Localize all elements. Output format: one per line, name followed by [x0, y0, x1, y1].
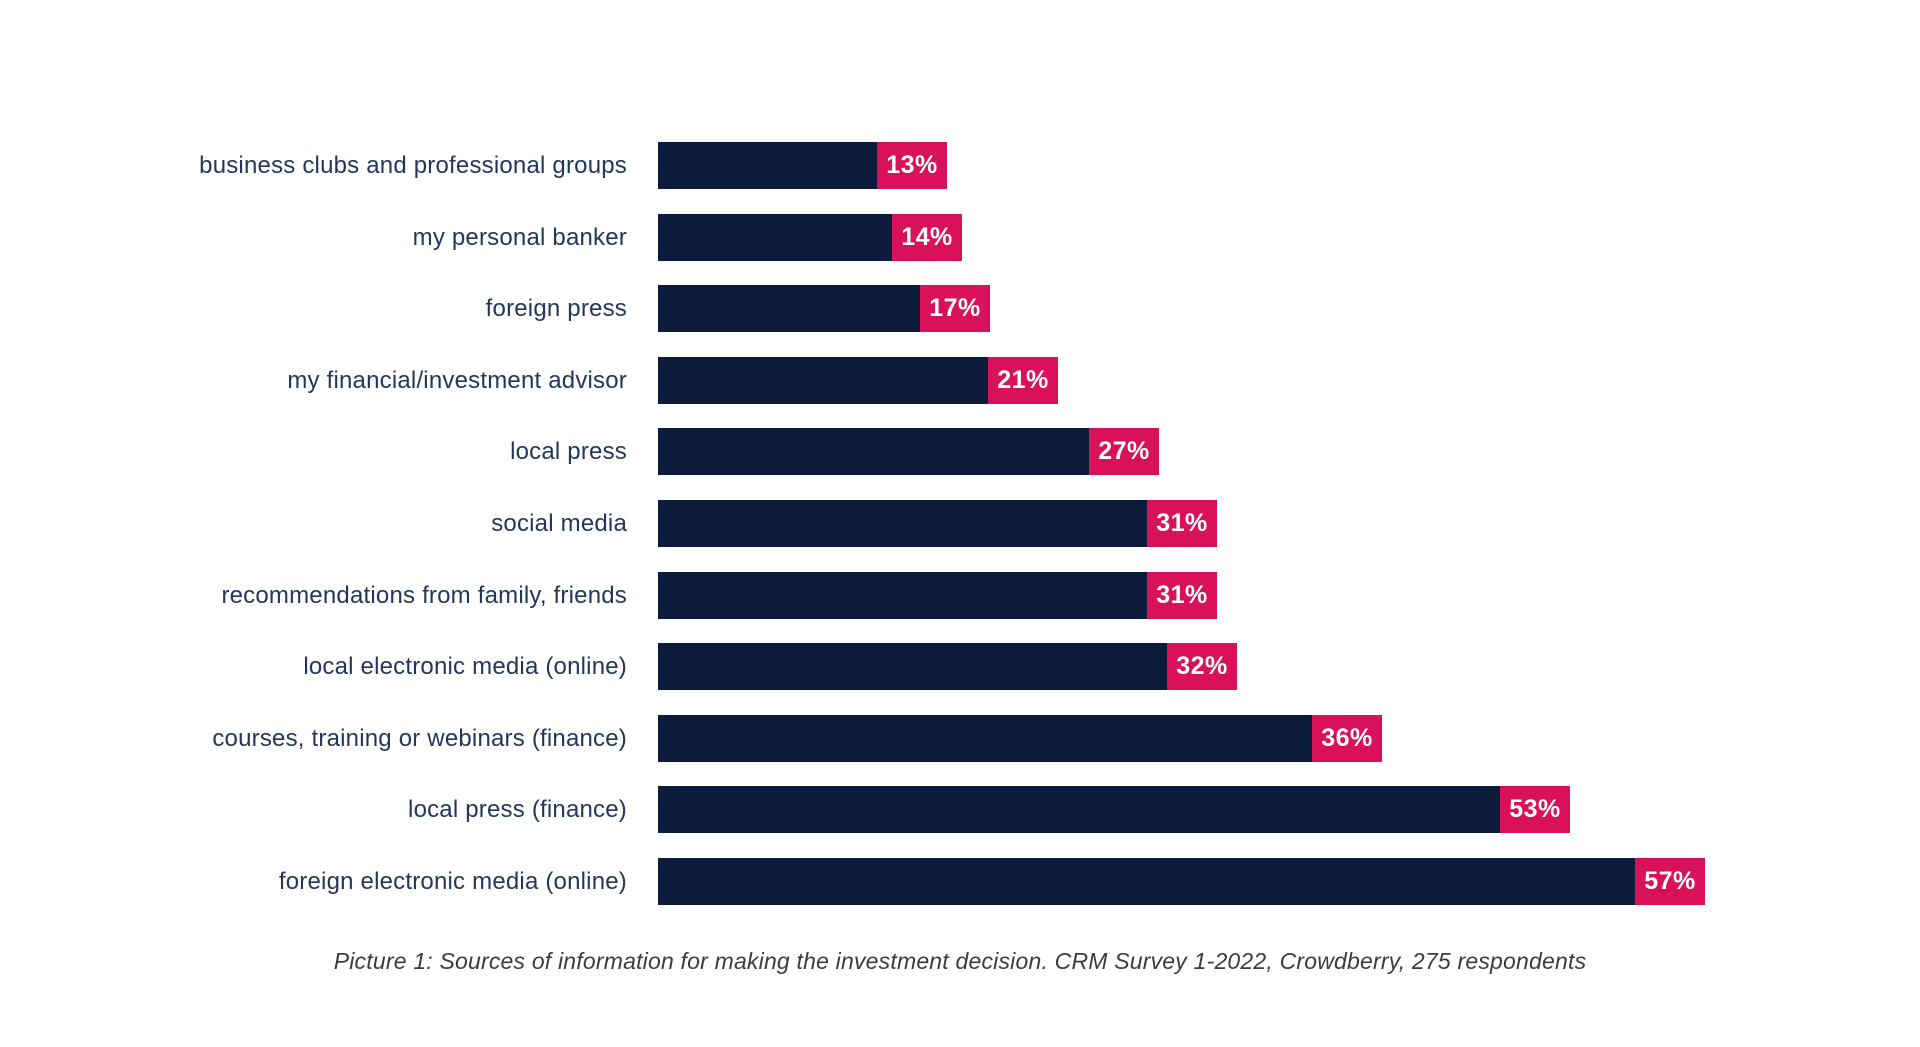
- category-label: local press (finance): [408, 796, 627, 824]
- bar: [658, 500, 1147, 547]
- bar-row: foreign press 17%: [0, 285, 1920, 333]
- category-label: local electronic media (online): [303, 653, 627, 681]
- value-badge: 13%: [877, 142, 947, 189]
- category-label: business clubs and professional groups: [199, 152, 627, 179]
- value-badge: 53%: [1500, 786, 1570, 834]
- bar: [658, 571, 1147, 619]
- value-badge: 31%: [1147, 571, 1217, 619]
- bar: [658, 356, 988, 404]
- bar: [658, 213, 892, 261]
- bar: [658, 428, 1089, 476]
- chart-caption: Picture 1: Sources of information for ma…: [333, 948, 1587, 974]
- value-badge: 27%: [1089, 428, 1159, 476]
- value-badge: 31%: [1147, 500, 1217, 547]
- bar-row: foreign electronic media (online) 57%: [0, 858, 1920, 905]
- bar-row: my personal banker 14%: [0, 213, 1920, 261]
- value-badge: 14%: [892, 213, 962, 261]
- bar: [658, 643, 1167, 691]
- bar-row: courses, training or webinars (finance) 3…: [0, 714, 1920, 762]
- category-label: my personal banker: [412, 223, 627, 251]
- bar-row: my financial/investment advisor 21%: [0, 356, 1920, 404]
- value-badge: 21%: [988, 356, 1058, 404]
- bar-row: local electronic media (online) 32%: [0, 643, 1920, 691]
- bar: [658, 714, 1312, 762]
- category-label: social media: [491, 510, 627, 537]
- bar: [658, 858, 1635, 905]
- bar-row: recommendations from family, friends 31%: [0, 571, 1920, 619]
- value-badge: 36%: [1312, 714, 1382, 762]
- category-label: my financial/investment advisor: [287, 366, 627, 394]
- bar: [658, 285, 920, 333]
- bar-row: local press 27%: [0, 428, 1920, 476]
- category-label: recommendations from family, friends: [221, 581, 627, 609]
- bar-row: local press (finance) 53%: [0, 786, 1920, 834]
- category-label: foreign electronic media (online): [278, 868, 627, 895]
- bar: [658, 142, 877, 189]
- value-badge: 57%: [1635, 858, 1705, 905]
- bar-row: business clubs and professional groups 13…: [0, 142, 1920, 189]
- bar-row: social media 31%: [0, 500, 1920, 547]
- category-label: courses, training or webinars (finance): [212, 724, 627, 752]
- category-label: local press: [510, 438, 627, 466]
- bar: [658, 786, 1500, 834]
- value-badge: 32%: [1167, 643, 1237, 691]
- category-label: foreign press: [485, 295, 627, 323]
- value-badge: 17%: [920, 285, 990, 333]
